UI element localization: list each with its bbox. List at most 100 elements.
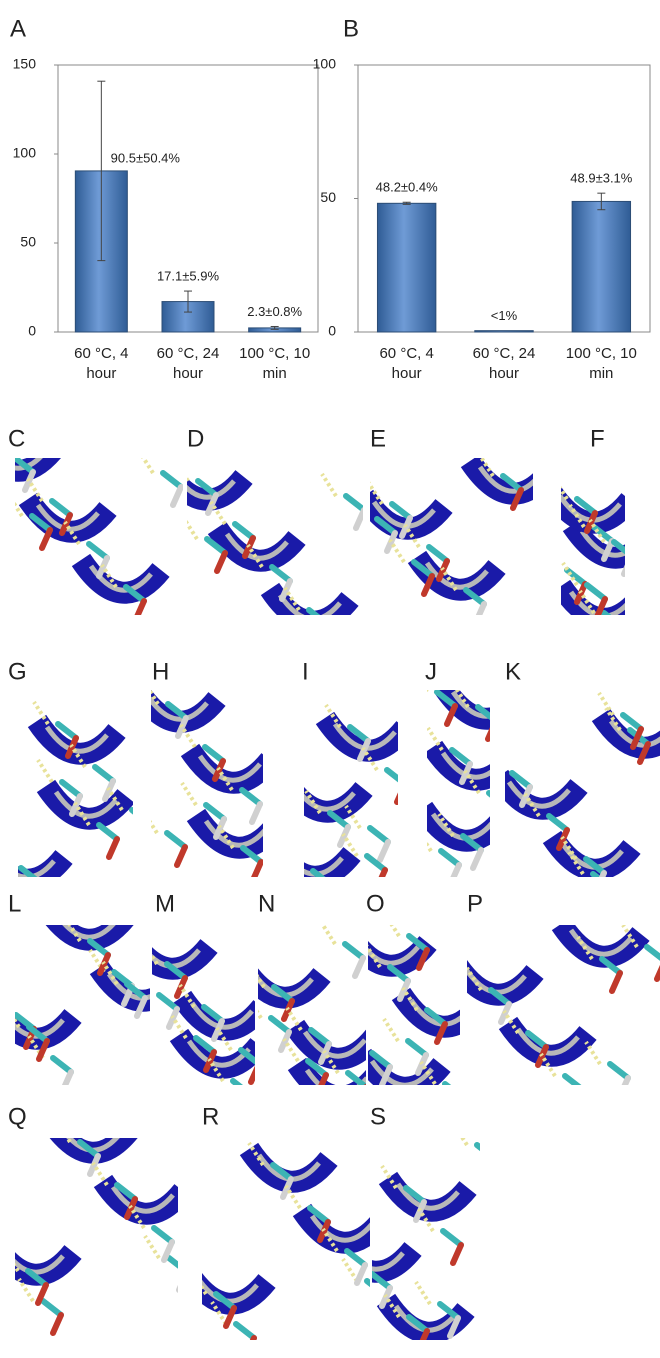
hbond bbox=[344, 804, 362, 830]
bond-stick bbox=[598, 870, 607, 877]
bond-stick bbox=[195, 478, 219, 498]
bond-stick bbox=[212, 758, 226, 782]
x-tick-label: 100 °C, 10 min bbox=[565, 345, 637, 382]
hbond bbox=[502, 1009, 520, 1035]
error-bar bbox=[184, 290, 192, 313]
bond-stick bbox=[463, 587, 487, 607]
hbond bbox=[36, 758, 54, 784]
hbond bbox=[0, 993, 6, 1015]
bond-stick bbox=[406, 1314, 430, 1334]
hbond bbox=[488, 751, 502, 773]
bond-stick bbox=[486, 790, 490, 798]
bond-stick bbox=[575, 1090, 583, 1108]
panel-label: B bbox=[343, 15, 359, 42]
bond-stick bbox=[97, 952, 111, 976]
bond-stick bbox=[405, 1038, 429, 1058]
bond-stick bbox=[601, 610, 612, 615]
bond-stick bbox=[455, 1098, 463, 1116]
bond-stick bbox=[151, 1225, 175, 1245]
helix-ribbon-edge bbox=[302, 1030, 366, 1059]
bond-stick bbox=[424, 1007, 448, 1027]
bond-stick bbox=[620, 712, 644, 732]
bond-stick bbox=[193, 1035, 217, 1055]
helix-ribbon bbox=[18, 849, 73, 877]
helix-ribbon-edge bbox=[18, 859, 56, 877]
hbond bbox=[341, 832, 359, 858]
hbond bbox=[588, 518, 606, 544]
hbond bbox=[401, 986, 419, 1012]
hbond bbox=[597, 691, 615, 717]
hbond bbox=[568, 503, 586, 529]
bond-stick bbox=[411, 559, 435, 579]
hbond bbox=[322, 1049, 340, 1075]
structure-image bbox=[151, 690, 263, 877]
hbond bbox=[584, 1040, 602, 1066]
bond-stick bbox=[394, 792, 398, 805]
bond-stick bbox=[377, 839, 391, 863]
bond-stick bbox=[438, 848, 462, 868]
panel-label: N bbox=[258, 890, 275, 917]
bond-stick bbox=[40, 1298, 64, 1318]
bond-stick bbox=[364, 853, 388, 873]
hbond bbox=[170, 1014, 188, 1040]
hbond bbox=[209, 500, 227, 526]
hbond bbox=[284, 1184, 302, 1210]
bond-stick bbox=[387, 964, 411, 984]
bond-stick bbox=[129, 807, 133, 815]
bond-stick bbox=[607, 1061, 631, 1081]
hbond bbox=[26, 477, 44, 503]
helix-ribbon-edge bbox=[44, 725, 109, 754]
bond-stick bbox=[279, 578, 293, 602]
error-bar bbox=[402, 201, 411, 205]
hbond bbox=[463, 769, 481, 795]
bond-stick bbox=[35, 1282, 49, 1306]
panel-label: C bbox=[8, 425, 25, 452]
helix-ribbon-edge bbox=[110, 1185, 175, 1214]
bond-stick bbox=[223, 1305, 237, 1329]
bond-stick bbox=[434, 1021, 448, 1045]
bond-stick bbox=[270, 1162, 294, 1182]
bond-stick bbox=[323, 885, 331, 903]
bond-stick bbox=[156, 992, 180, 1012]
error-bar bbox=[97, 80, 106, 262]
value-label: 48.9±3.1% bbox=[570, 171, 633, 186]
bond-stick bbox=[249, 1335, 257, 1340]
hbond bbox=[73, 801, 91, 827]
hbond bbox=[543, 548, 557, 570]
bond-stick bbox=[603, 888, 611, 906]
bond-stick bbox=[372, 1271, 393, 1291]
hbond bbox=[403, 523, 421, 549]
bond-stick bbox=[233, 1321, 257, 1340]
hbond bbox=[216, 766, 234, 792]
helix-ribbon-edge bbox=[62, 925, 116, 940]
bond-stick bbox=[175, 715, 189, 739]
hbond bbox=[106, 786, 124, 812]
structure-image bbox=[15, 458, 183, 615]
bond-stick bbox=[280, 1176, 294, 1200]
bond-stick bbox=[406, 933, 430, 953]
panel-label: E bbox=[370, 425, 386, 452]
helix-ribbon-edge bbox=[395, 1182, 460, 1211]
bond-stick bbox=[447, 1315, 461, 1339]
hbond bbox=[604, 706, 622, 732]
bond-stick bbox=[204, 536, 228, 556]
bond-stick bbox=[166, 1255, 178, 1269]
hbond bbox=[320, 925, 337, 946]
structure-image bbox=[152, 925, 255, 1085]
bond-stick bbox=[416, 947, 430, 971]
bond-stick bbox=[268, 1015, 292, 1035]
hbond bbox=[180, 781, 198, 807]
panel-label: O bbox=[366, 890, 385, 917]
bond-stick bbox=[601, 538, 615, 562]
bond-stick bbox=[363, 1084, 366, 1085]
bond-stick bbox=[165, 701, 189, 721]
bond-stick bbox=[487, 1159, 495, 1177]
bond-stick bbox=[248, 1065, 255, 1085]
panel-label: M bbox=[155, 890, 175, 917]
structure-image bbox=[187, 458, 363, 615]
hbond bbox=[380, 1164, 398, 1190]
bond-stick bbox=[317, 1219, 331, 1243]
y-tick-label: 100 bbox=[313, 56, 337, 72]
